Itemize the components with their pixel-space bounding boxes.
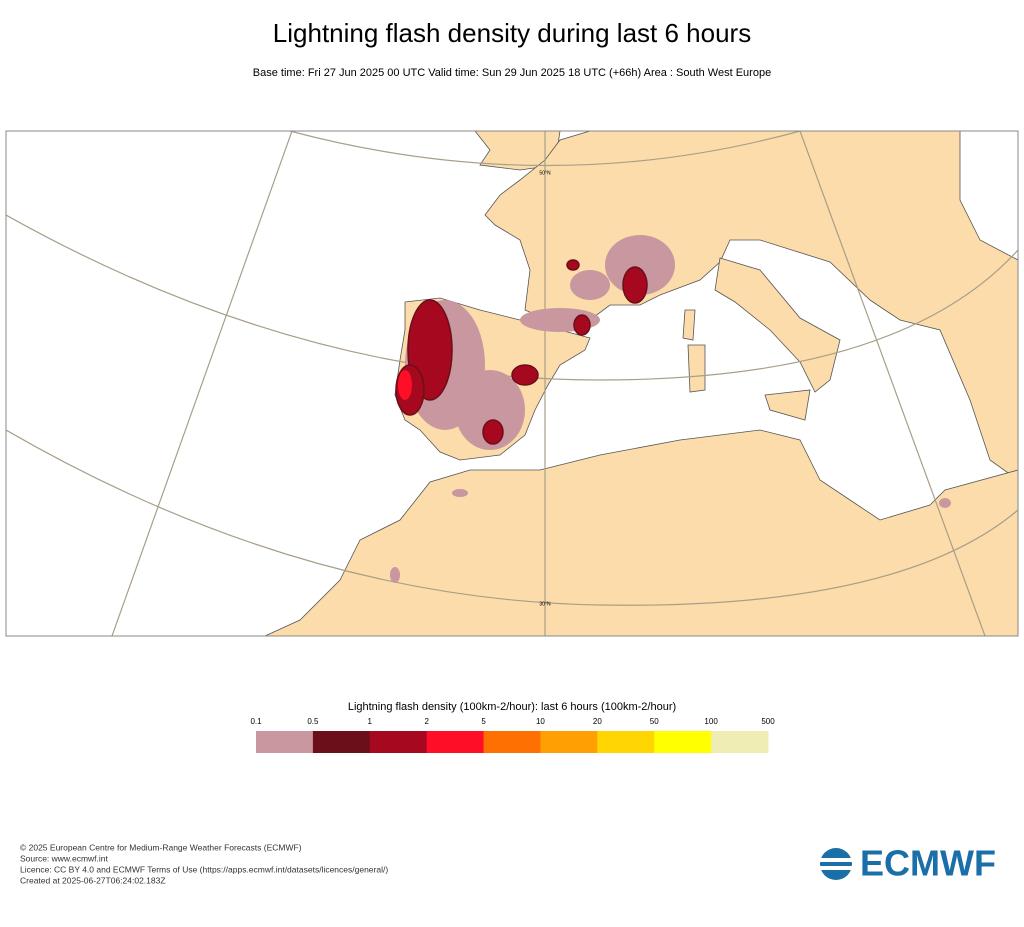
- graticule-label: 30°N: [539, 601, 551, 607]
- footer: © 2025 European Centre for Medium-Range …: [20, 842, 388, 885]
- legend-label: 1: [368, 717, 373, 726]
- title: Lightning flash density during last 6 ho…: [273, 18, 751, 48]
- legend-swatch: [369, 731, 428, 753]
- footer-line: © 2025 European Centre for Medium-Range …: [20, 842, 302, 852]
- footer-line: Created at 2025-06-27T06:24:02.183Z: [20, 875, 166, 885]
- sicily: [764, 389, 811, 421]
- legend-label: 50: [650, 717, 659, 726]
- legend-swatch: [597, 731, 655, 753]
- legend-swatch: [711, 731, 769, 753]
- lightning-areas: [390, 235, 951, 583]
- legend-label: 0.5: [307, 717, 319, 726]
- legend-swatch: [540, 731, 598, 753]
- legend-label: 100: [704, 717, 718, 726]
- map: 50°N 30°N: [5, 130, 1019, 637]
- legend: 0.1 0.5 1 2 5 10 20 50 100 500: [250, 717, 775, 753]
- italy: [714, 257, 841, 393]
- footer-line: Source: www.ecmwf.int: [20, 853, 108, 863]
- logo: ECMWF: [818, 843, 996, 884]
- legend-label: 10: [536, 717, 545, 726]
- legend-swatch: [312, 731, 371, 753]
- graticule-label: 50°N: [539, 170, 551, 176]
- legend-title: Lightning flash density (100km-2/hour): …: [348, 701, 676, 713]
- legend-label: 20: [593, 717, 602, 726]
- legend-label: 500: [761, 717, 775, 726]
- footer-line: Licence: CC BY 4.0 and ECMWF Terms of Us…: [20, 864, 388, 874]
- legend-swatch: [256, 731, 314, 753]
- corsica: [682, 309, 696, 341]
- great-britain: [474, 131, 561, 171]
- sardinia: [687, 344, 706, 393]
- legend-swatch: [654, 731, 712, 753]
- legend-label: 5: [481, 717, 486, 726]
- legend-swatch: [426, 731, 485, 753]
- subtitle: Base time: Fri 27 Jun 2025 00 UTC Valid …: [253, 67, 771, 79]
- africa: [264, 429, 1018, 636]
- map-border: [5, 130, 1019, 637]
- legend-label: 2: [424, 717, 429, 726]
- graticule: [6, 131, 1018, 636]
- legend-swatch: [483, 731, 541, 753]
- logo-text: ECMWF: [860, 843, 996, 884]
- legend-label: 0.1: [250, 717, 262, 726]
